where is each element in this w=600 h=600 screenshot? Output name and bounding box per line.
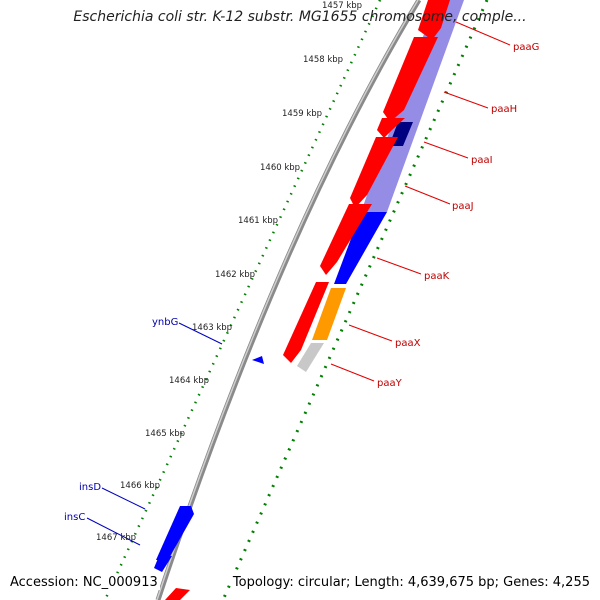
gene-label-paaG[interactable]: paaG — [513, 42, 539, 53]
ruler-label: 1458 kbp — [303, 55, 343, 65]
gene-paaK-blue[interactable] — [334, 212, 387, 284]
gene-label-paaK[interactable]: paaK — [424, 271, 450, 282]
leader-insD — [101, 487, 146, 510]
gene-red-1[interactable] — [418, 0, 450, 40]
gene-label-ynbG[interactable]: ynbG — [152, 317, 178, 328]
ruler-label: 1462 kbp — [215, 270, 255, 280]
ruler-label: 1457 kbp — [322, 1, 362, 11]
ruler-label: 1465 kbp — [145, 429, 185, 439]
gene-label-paaX[interactable]: paaX — [395, 338, 421, 349]
gene-red-5[interactable] — [320, 204, 372, 275]
topology-text: Topology: circular; Length: 4,639,675 bp… — [230, 575, 592, 590]
gene-red-6[interactable] — [283, 282, 329, 363]
gene-red-2[interactable] — [383, 37, 438, 122]
gene-red-bottom[interactable] — [165, 588, 190, 600]
gene-label-insC[interactable]: insC — [64, 512, 85, 523]
gene-label-paaH[interactable]: paaH — [491, 104, 517, 115]
gene-blue-lower[interactable] — [154, 556, 172, 572]
ruler-label: 1466 kbp — [120, 481, 160, 491]
leader-paaX — [348, 324, 393, 342]
leader-paaJ — [404, 185, 451, 205]
leader-paaG — [455, 21, 511, 46]
leader-paaY — [330, 363, 375, 382]
gene-red-3[interactable] — [377, 118, 405, 138]
leader-paaK — [376, 257, 422, 275]
outer-tick-track — [221, 0, 489, 600]
gene-ynbG-marker[interactable] — [252, 356, 264, 364]
ruler-label: 1463 kbp — [192, 323, 232, 333]
ruler-label: 1467 kbp — [96, 533, 136, 543]
leader-paaI — [423, 141, 469, 159]
gene-lavender-track[interactable] — [361, 0, 464, 212]
map-title: Escherichia coli str. K-12 substr. MG165… — [73, 9, 527, 25]
gene-red-4[interactable] — [350, 137, 398, 208]
gene-insC-insD[interactable] — [156, 506, 194, 560]
gene-paaX-orange[interactable] — [312, 288, 346, 340]
leader-insC — [86, 517, 141, 546]
gene-label-paaJ[interactable]: paaJ — [452, 201, 474, 212]
chromosome-backbone-highlight — [156, 0, 419, 600]
ruler-label: 1459 kbp — [282, 109, 322, 119]
chromosome-backbone — [155, 0, 422, 600]
gene-label-paaY[interactable]: paaY — [377, 378, 403, 389]
ruler-label: 1461 kbp — [238, 216, 278, 226]
accession-text: Accession: NC_000913 — [8, 575, 160, 590]
gene-label-insD[interactable]: insD — [79, 482, 101, 493]
ruler-label: 1460 kbp — [260, 163, 300, 173]
leader-ynbG — [178, 322, 223, 345]
gene-paaY-gray[interactable] — [297, 343, 324, 372]
gene-label-paaI[interactable]: paaI — [471, 155, 493, 166]
ruler-label: 1464 kbp — [169, 376, 209, 386]
leader-paaH — [443, 91, 489, 109]
